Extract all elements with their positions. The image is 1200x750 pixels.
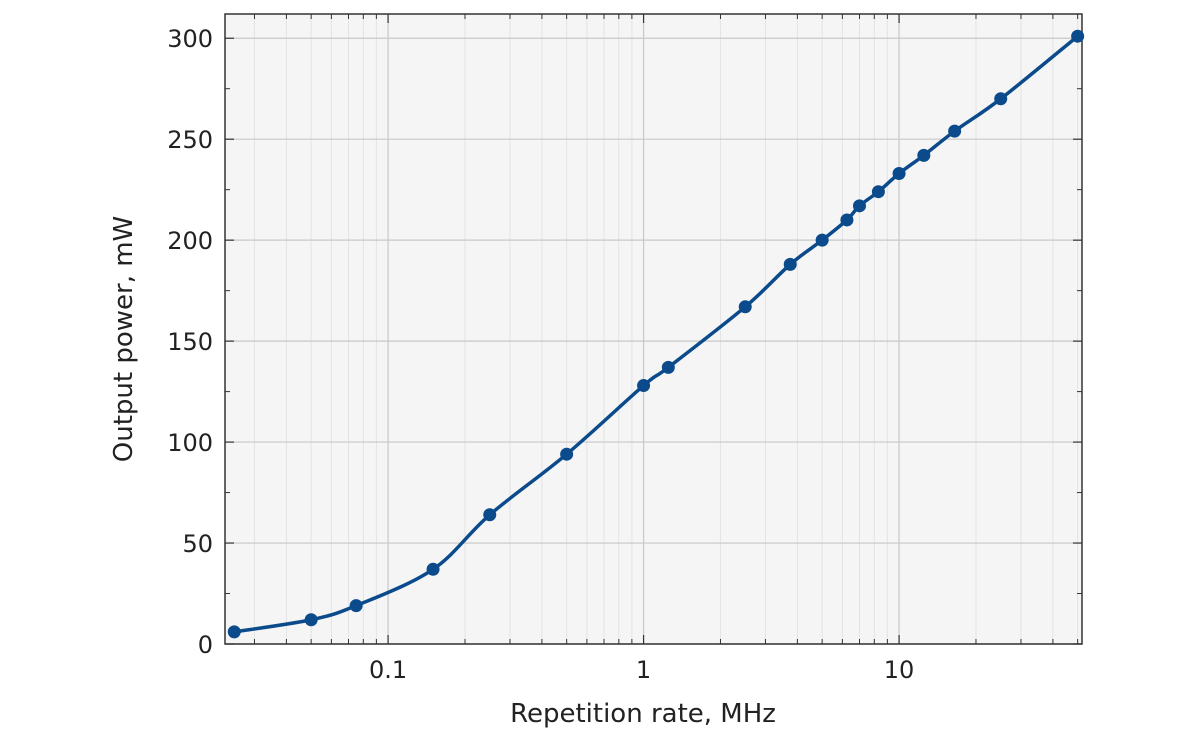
data-point: [852, 199, 866, 213]
data-point: [661, 360, 675, 374]
data-point: [349, 599, 363, 613]
series-layer: [227, 29, 1085, 639]
data-point: [892, 167, 906, 181]
y-tick-label: 100: [167, 429, 213, 457]
data-point: [1071, 29, 1085, 43]
y-tick-label: 300: [167, 25, 213, 53]
y-axis-label: Output power, mW: [109, 216, 139, 463]
data-point: [738, 300, 752, 314]
y-tick-label: 0: [198, 631, 213, 659]
data-point: [815, 233, 829, 247]
plot-frame: [224, 13, 1083, 645]
data-point: [840, 213, 854, 227]
data-point: [483, 508, 497, 522]
data-point: [871, 185, 885, 199]
axis-ticks: [225, 14, 1082, 645]
data-point: [994, 92, 1008, 106]
data-point: [426, 562, 440, 576]
y-tick-label: 200: [167, 227, 213, 255]
data-point: [637, 379, 651, 393]
data-point: [783, 257, 797, 271]
x-tick-label: 10: [884, 656, 915, 684]
data-point: [227, 625, 241, 639]
y-tick-label: 150: [167, 328, 213, 356]
y-tick-label: 250: [167, 126, 213, 154]
plot-background: [225, 14, 1082, 644]
data-point: [917, 148, 931, 162]
x-axis-label: Repetition rate, MHz: [510, 699, 776, 729]
x-tick-label: 0.1: [369, 656, 407, 684]
minor-grid: [253, 14, 1079, 644]
y-tick-label: 50: [182, 530, 213, 558]
data-point: [948, 124, 962, 138]
data-point: [304, 613, 318, 627]
data-point: [560, 447, 574, 461]
x-tick-label: 1: [636, 656, 651, 684]
